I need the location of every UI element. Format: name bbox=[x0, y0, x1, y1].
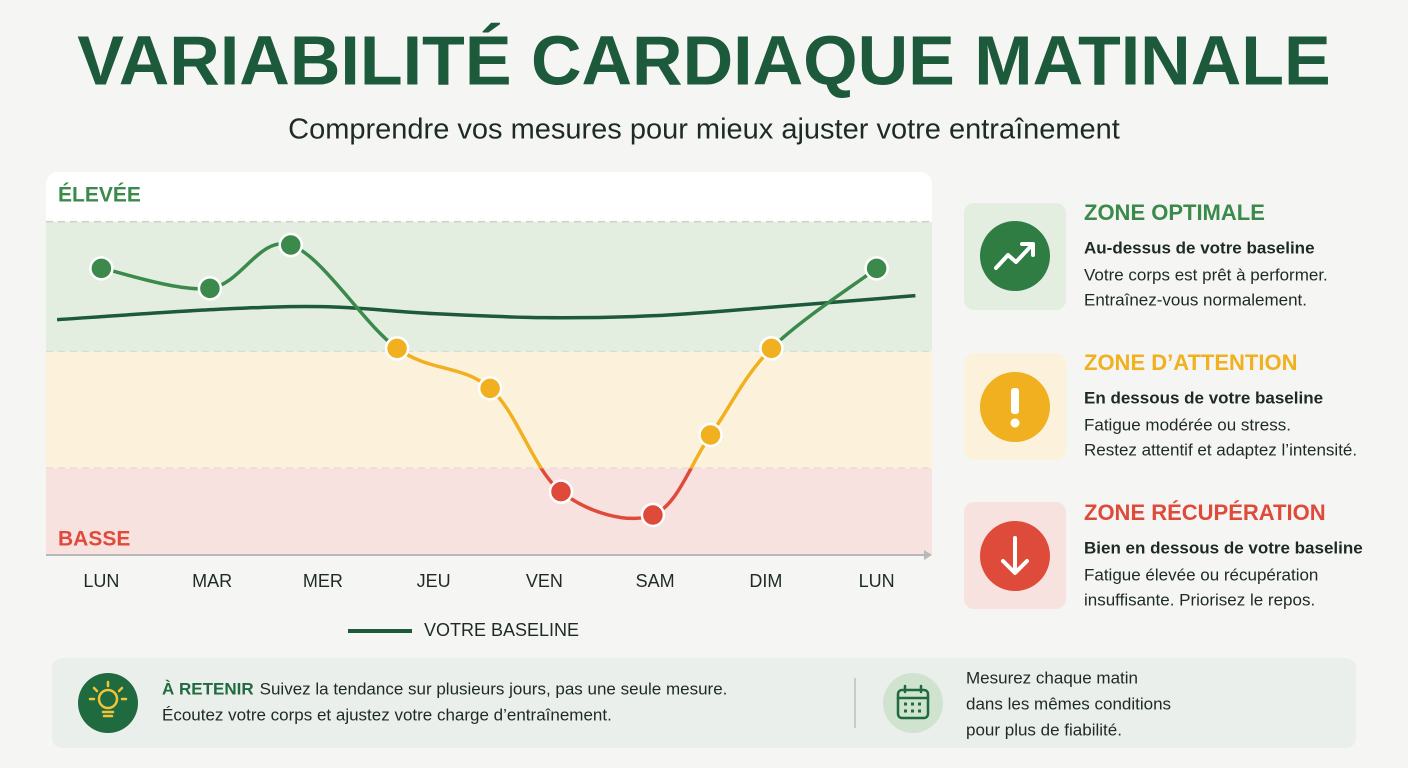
measurement-point bbox=[864, 256, 889, 281]
card-subtitle: Bien en dessous de votre baseline bbox=[1084, 538, 1363, 557]
y-high-label: ÉLEVÉE bbox=[58, 184, 141, 207]
card-line: Entraînez-vous normalement. bbox=[1084, 290, 1307, 309]
card-line: insuffisante. Priorisez le repos. bbox=[1084, 590, 1315, 609]
measurement-point bbox=[278, 232, 304, 258]
x-tick-label: DIM bbox=[749, 571, 782, 591]
card-line: Fatigue modérée ou stress. bbox=[1084, 415, 1291, 434]
card-line: Restez attentif et adaptez l’intensité. bbox=[1084, 440, 1357, 459]
tip-bar bbox=[52, 658, 1356, 748]
icon-calendar-lines bbox=[896, 684, 930, 700]
icon-trend bbox=[980, 221, 1050, 291]
icon-down-arrow bbox=[1001, 536, 1029, 575]
zone-band bbox=[46, 468, 932, 555]
measurement-point bbox=[89, 256, 114, 281]
card-title: ZONE OPTIMALE bbox=[1084, 200, 1265, 225]
legend-label: VOTRE BASELINE bbox=[424, 620, 579, 640]
card-line: Fatigue élevée ou récupération bbox=[1084, 565, 1318, 584]
title: VARIABILITÉ CARDIAQUE MATINALE bbox=[77, 21, 1330, 99]
measurement-point bbox=[384, 336, 410, 361]
icon-calendar-days bbox=[904, 702, 921, 713]
measurement-point bbox=[759, 336, 784, 361]
measurement-point bbox=[197, 276, 223, 301]
x-tick-label: LUN bbox=[83, 571, 119, 591]
note-line: pour plus de fiabilité. bbox=[966, 720, 1122, 739]
measurement-point bbox=[698, 422, 723, 448]
card-title: ZONE RÉCUPÉRATION bbox=[1084, 500, 1326, 525]
measurement-point bbox=[548, 479, 574, 504]
card-subtitle: Au-dessus de votre baseline bbox=[1084, 238, 1315, 257]
x-tick-label: MAR bbox=[192, 571, 232, 591]
card-title: ZONE D’ATTENTION bbox=[1084, 350, 1297, 375]
x-tick-label: LUN bbox=[859, 571, 895, 591]
icon-warning-dot bbox=[1010, 418, 1020, 428]
icon-calendar-frame bbox=[896, 688, 930, 720]
x-axis-arrow bbox=[924, 550, 932, 560]
y-low-label: BASSE bbox=[58, 528, 130, 551]
x-tick-label: SAM bbox=[636, 571, 675, 591]
zone-band bbox=[46, 221, 932, 352]
x-tick-label: MER bbox=[303, 571, 343, 591]
tip-line: Suivez la tendance sur plusieurs jours, … bbox=[260, 679, 728, 698]
icon-trend-arrow bbox=[994, 243, 1034, 270]
measurement-point bbox=[640, 502, 666, 528]
baseline-line bbox=[56, 293, 916, 322]
zone-band bbox=[46, 351, 932, 469]
x-tick-label: JEU bbox=[417, 571, 451, 591]
card-line: Votre corps est prêt à performer. bbox=[1084, 265, 1328, 284]
tip-line: Écoutez votre corps et ajustez votre cha… bbox=[162, 705, 612, 724]
tip-label: À RETENIR bbox=[162, 679, 254, 698]
chart: ÉLEVÉE BASSE LUN MAR MER JEU VEN SAM DIM LUN VOTRE… bbox=[46, 184, 932, 640]
icon-bulb-glass bbox=[97, 688, 119, 710]
note-line: dans les mêmes conditions bbox=[966, 694, 1171, 713]
icon-bulb-rays bbox=[88, 680, 128, 718]
measurement-line bbox=[101, 241, 878, 521]
icon-trend-head bbox=[1020, 242, 1035, 257]
note-line: Mesurez chaque matin bbox=[966, 668, 1138, 687]
icon-warning-bar bbox=[1011, 388, 1019, 414]
measurement-point bbox=[477, 376, 503, 401]
card-subtitle: En dessous de votre baseline bbox=[1084, 388, 1323, 407]
x-tick-label: VEN bbox=[526, 571, 563, 591]
subtitle: Comprendre vos mesures pour mieux ajuste… bbox=[288, 114, 1120, 146]
